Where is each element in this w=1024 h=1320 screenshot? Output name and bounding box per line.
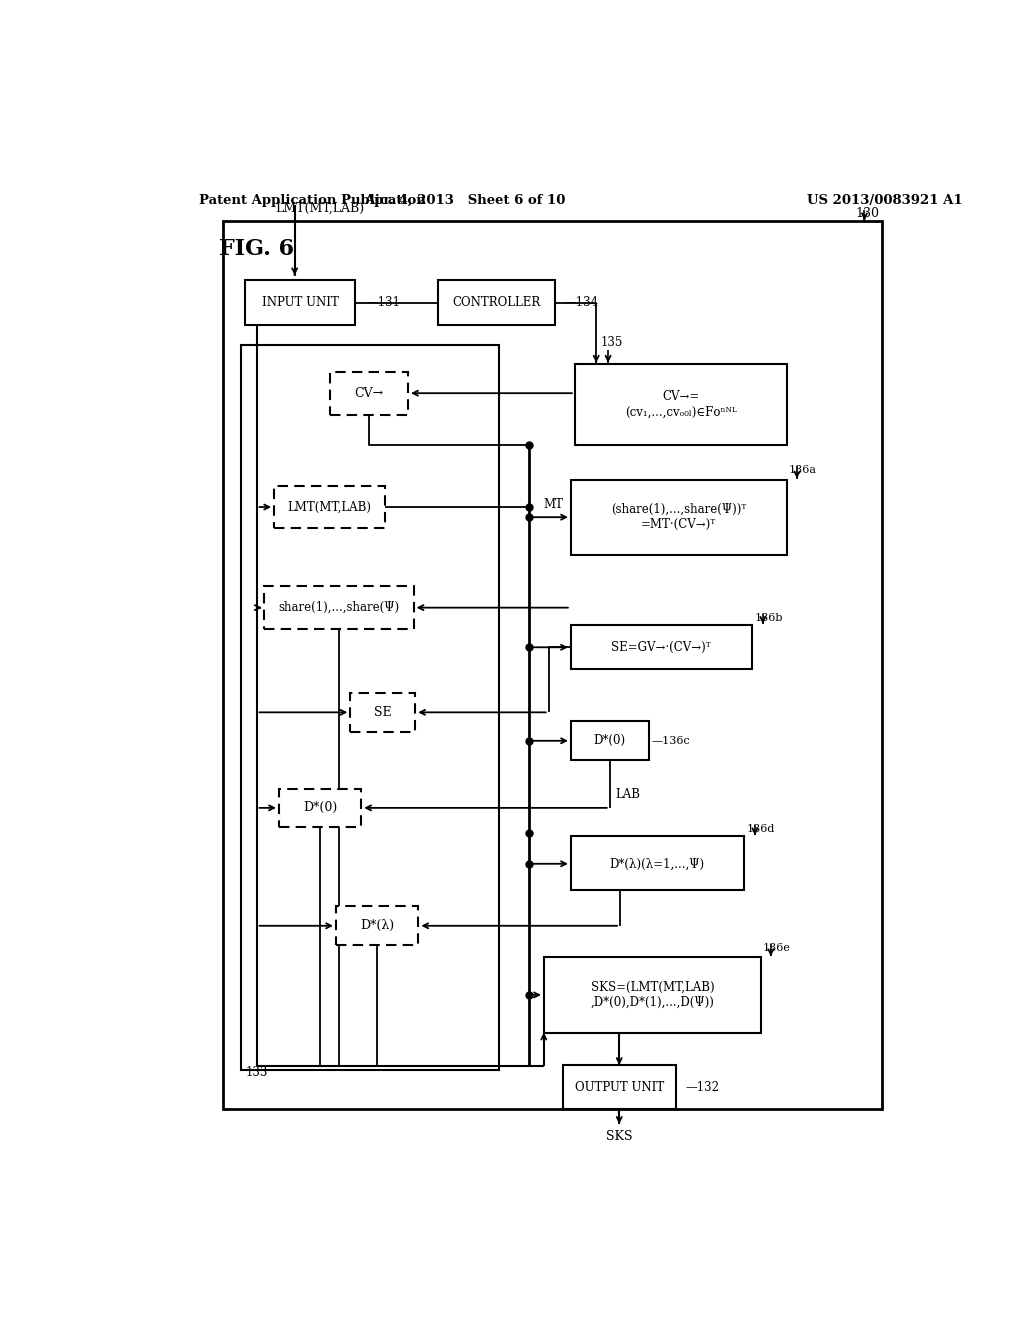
Text: share(1),...,share(Ψ): share(1),...,share(Ψ) [279, 601, 399, 614]
Bar [331, 372, 409, 414]
Text: —132: —132 [685, 1081, 719, 1094]
Bar [437, 280, 555, 325]
Text: SKS: SKS [606, 1130, 633, 1143]
Text: LMT(MT,LAB): LMT(MT,LAB) [274, 202, 364, 215]
Bar [563, 1065, 676, 1109]
Text: 133: 133 [246, 1067, 268, 1078]
Text: US 2013/0083921 A1: US 2013/0083921 A1 [807, 194, 963, 207]
Text: —131: —131 [367, 296, 400, 309]
Text: CV→: CV→ [354, 387, 384, 400]
Bar [274, 486, 385, 528]
Bar [223, 222, 882, 1109]
Bar [350, 693, 416, 731]
Text: 136d: 136d [748, 824, 775, 834]
Text: SE=GV→·(CV→)ᵀ: SE=GV→·(CV→)ᵀ [611, 640, 712, 653]
Text: —134: —134 [564, 296, 599, 309]
Text: 136b: 136b [755, 612, 783, 623]
Bar [570, 722, 648, 760]
Text: D*(0): D*(0) [594, 734, 626, 747]
Text: D*(λ): D*(λ) [360, 919, 394, 932]
Text: OUTPUT UNIT: OUTPUT UNIT [574, 1081, 664, 1094]
Text: FIG. 6: FIG. 6 [219, 238, 294, 260]
Bar [264, 586, 414, 630]
Bar [570, 479, 786, 554]
Bar [574, 364, 787, 445]
Text: D*(0): D*(0) [303, 801, 337, 814]
Bar [336, 907, 419, 945]
Text: 135: 135 [601, 337, 624, 350]
Text: 136a: 136a [790, 466, 817, 475]
Bar [242, 346, 500, 1071]
Bar [570, 837, 743, 890]
Text: Patent Application Publication: Patent Application Publication [200, 194, 426, 207]
Text: INPUT UNIT: INPUT UNIT [262, 296, 339, 309]
Bar [544, 957, 761, 1032]
Bar [570, 624, 752, 669]
Text: SE: SE [374, 706, 391, 719]
Text: —136c: —136c [652, 735, 690, 746]
Text: CONTROLLER: CONTROLLER [453, 296, 541, 309]
Bar [279, 788, 361, 828]
Bar [246, 280, 355, 325]
Text: MT: MT [544, 499, 563, 511]
Text: SKS=(LMT(MT,LAB)
,D*(0),D*(1),...,D(Ψ)): SKS=(LMT(MT,LAB) ,D*(0),D*(1),...,D(Ψ)) [591, 981, 715, 1008]
Text: LMT(MT,LAB): LMT(MT,LAB) [288, 500, 372, 513]
Text: D*(λ)(λ=1,...,Ψ): D*(λ)(λ=1,...,Ψ) [609, 857, 705, 870]
Text: LAB: LAB [615, 788, 640, 801]
Text: 136e: 136e [763, 942, 791, 953]
Text: CV→=
(cv₁,...,cvₒ₀ₗ)∈Fᴏⁿᴺᴸ: CV→= (cv₁,...,cvₒ₀ₗ)∈Fᴏⁿᴺᴸ [626, 391, 737, 418]
Text: 130: 130 [855, 207, 879, 220]
Text: Apr. 4, 2013   Sheet 6 of 10: Apr. 4, 2013 Sheet 6 of 10 [365, 194, 566, 207]
Text: (share(1),...,share(Ψ))ᵀ
=MT·(CV→)ᵀ: (share(1),...,share(Ψ))ᵀ =MT·(CV→)ᵀ [611, 503, 746, 531]
